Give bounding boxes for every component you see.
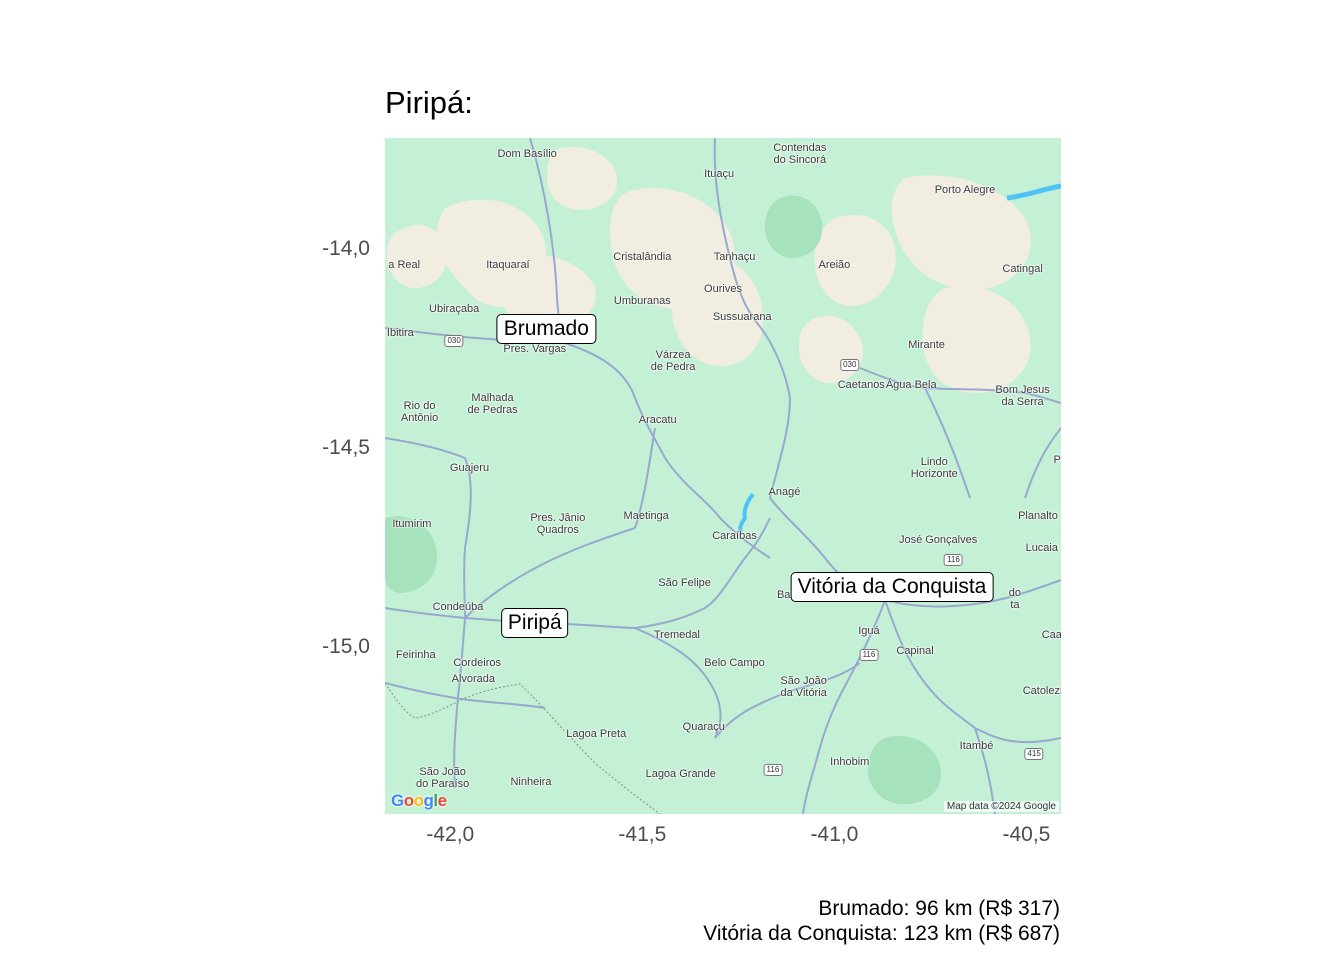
place-label-caraibas: Caraíbas (712, 529, 757, 542)
place-label-planalto: Planalto (1018, 509, 1058, 522)
place-label-guajeru: Guajeru (449, 462, 490, 475)
city-label-piripa[interactable]: Piripá (500, 608, 569, 639)
place-label-catolezin: Catolezin (1022, 684, 1061, 697)
place-label-cristalandia: Cristalândia (613, 251, 672, 264)
place-label-quaracu: Quaraçu (682, 720, 725, 733)
google-logo-letter: g (423, 791, 434, 810)
y-tick-label: -14,0 (322, 237, 370, 261)
urban-areas (387, 147, 1031, 393)
y-tick-label: -14,5 (322, 436, 370, 460)
road-shield-030: 030 (840, 358, 860, 371)
place-label-bom-jesus-da-serra: Bom Jesus da Serra (995, 384, 1050, 409)
place-label-pres-janio-quadros: Pres. Jânio Quadros (530, 511, 586, 536)
caption-line-vitoria: Vitória da Conquista: 123 km (R$ 687) (703, 922, 1060, 945)
place-label-caetanos: Caetanos (837, 378, 885, 391)
x-tick-label: -42,0 (426, 823, 475, 846)
place-label-itambe: Itambé (959, 740, 994, 753)
place-label-do-ta: do ta (1008, 587, 1022, 612)
google-logo-text: Google (391, 791, 447, 810)
place-label-igua: Iguá (858, 625, 880, 638)
map-attribution[interactable]: Map data ©2024 Google (943, 801, 1059, 812)
road-shield-030: 030 (444, 334, 464, 347)
place-label-a-real: a Real (388, 259, 421, 272)
y-tick-label: -15,0 (322, 634, 370, 658)
place-label-lagoa-grande: Lagoa Grande (645, 768, 716, 781)
place-label-caat: Caat (1041, 629, 1061, 642)
place-label-umburanas: Umburanas (613, 295, 671, 308)
place-label-sao-joao-da-vitoria: São João da Vitória (780, 674, 827, 699)
place-label-rio-do-antonio: Rio do Antônio (400, 400, 439, 425)
caption-line-brumado: Brumado: 96 km (R$ 317) (818, 897, 1060, 920)
place-label-dom-basilio: Dom Basílio (497, 147, 557, 160)
place-label-varzea-de-pedra: Várzea de Pedra (650, 348, 696, 373)
place-label-areiao: Areião (818, 259, 851, 272)
road-shield-116: 116 (859, 648, 879, 661)
map-base-layer (385, 138, 1061, 814)
place-label-tanhacu: Tanhaçu (713, 251, 756, 264)
place-label-contendas-do-sincora: Contendas do Sincorá (773, 141, 827, 166)
place-label-sao-felipe: São Felipe (658, 577, 711, 590)
place-label-ibitira: Ibitira (386, 326, 414, 339)
place-label-ourives: Ourives (704, 283, 742, 296)
google-logo-letter: l (433, 791, 438, 810)
place-label-belo-campo: Belo Campo (704, 656, 765, 669)
city-label-brumado[interactable]: Brumado (496, 313, 596, 344)
place-label-itaquarai: Itaquaraí (486, 259, 530, 272)
place-label-sussuarana: Sussuarana (712, 310, 772, 323)
place-label-catingal: Catingal (1002, 263, 1043, 276)
google-logo-letter: o (403, 791, 414, 810)
place-label-sao-joao-do-paraiso: São João do Paraíso (416, 766, 470, 791)
google-logo[interactable]: Google (391, 791, 447, 811)
road-shield-116: 116 (763, 764, 783, 777)
distance-caption: Brumado: 96 km (R$ 317) Vitória da Conqu… (703, 896, 1060, 946)
place-label-ituacu: Ituaçu (704, 167, 735, 180)
place-label-pres-vargas: Pres. Vargas (503, 342, 567, 355)
place-label-porto-alegre: Porto Alegre (934, 183, 996, 196)
place-label-capinal: Capinal (896, 644, 934, 657)
place-label-anage: Anagé (768, 485, 801, 498)
place-label-alvorada: Alvorada (451, 672, 496, 685)
place-label-ubiracaba: Ubiraçaba (429, 302, 480, 315)
forest-areas (385, 195, 942, 805)
place-label-tremedal: Tremedal (653, 629, 700, 642)
place-label-lagoa-preta: Lagoa Preta (566, 728, 627, 741)
place-label-condeuba: Condeúba (432, 601, 484, 614)
place-label-itumirim: Itumirim (392, 517, 432, 530)
place-label-mirante: Mirante (908, 338, 945, 351)
place-label-agua-bela: Água Bela (885, 378, 937, 391)
city-label-vitoria-da-conquista[interactable]: Vitória da Conquista (790, 572, 994, 603)
water-bodies (738, 183, 1061, 533)
map-panel[interactable]: Dom Basílio Contendas do Sincorá Ituaçu Por… (385, 138, 1061, 814)
title-line-1: Piripá: (385, 85, 473, 120)
place-label-lindo-horizonte: Lindo Horizonte (910, 456, 958, 481)
google-logo-letter: o (413, 791, 424, 810)
place-label-malhada-de-pedras: Malhada de Pedras (467, 392, 518, 417)
x-tick-label: -41,5 (618, 823, 667, 846)
place-label-feirinha: Feirinha (395, 648, 436, 661)
x-tick-label: -41,0 (810, 823, 859, 846)
place-label-cordeiros: Cordeiros (453, 656, 502, 669)
state-border (385, 682, 661, 814)
road-shield-116: 116 (944, 553, 963, 566)
x-tick-label: -40,5 (1002, 823, 1051, 846)
place-label-jose-goncalves: José Gonçalves (898, 533, 978, 546)
google-logo-letter: e (437, 791, 447, 810)
place-label-ninheira: Ninheira (510, 776, 552, 789)
place-label-aracatu: Aracatu (638, 414, 677, 427)
place-label-p: P (1053, 454, 1061, 467)
place-label-lucaia: Lucaia (1025, 541, 1058, 554)
place-label-inhobim: Inhobim (830, 756, 870, 769)
place-label-maetinga: Maetinga (623, 509, 669, 522)
road-shield-415: 415 (1024, 748, 1044, 761)
google-logo-letter: G (391, 791, 404, 810)
